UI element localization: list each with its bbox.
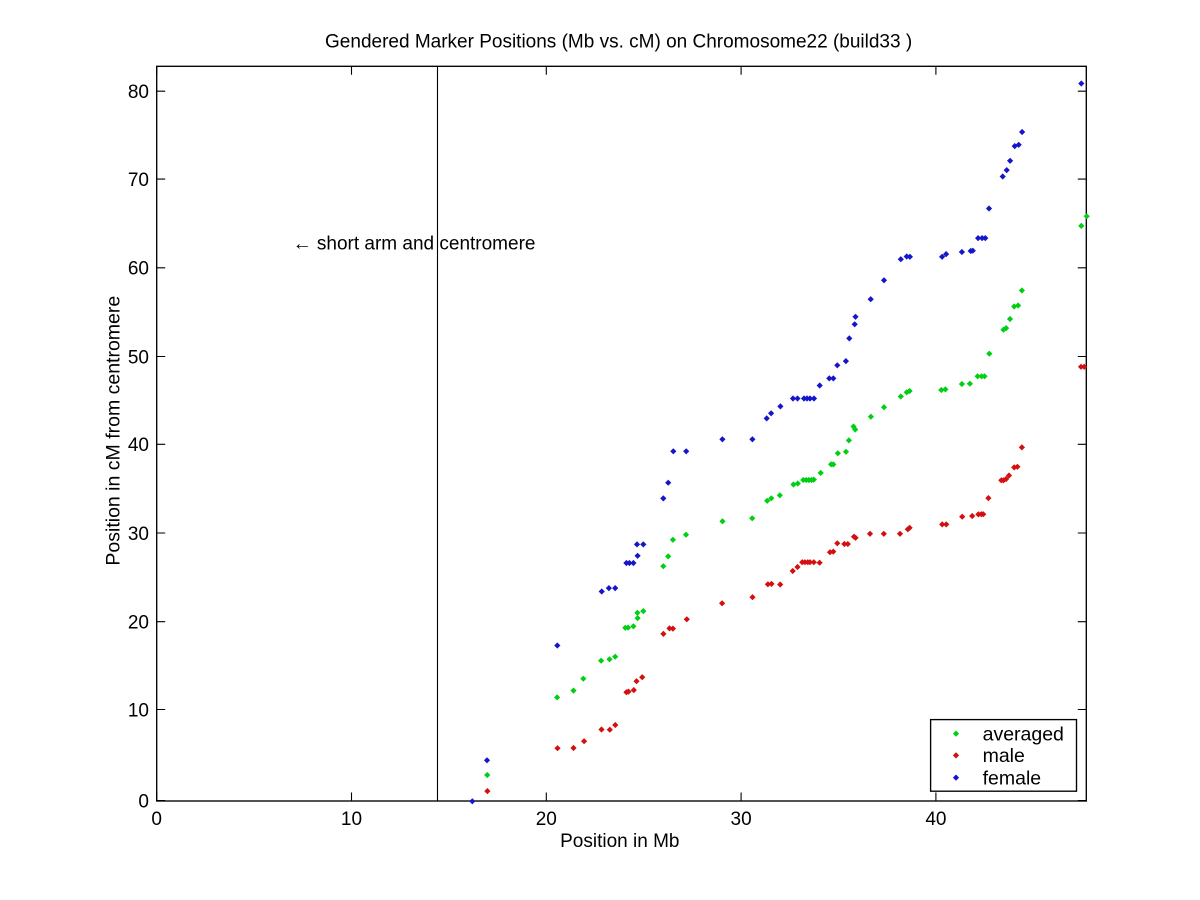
svg-text:20: 20	[128, 613, 149, 634]
svg-text:Position in Mb: Position in Mb	[560, 831, 679, 852]
svg-text:50: 50	[128, 347, 149, 368]
svg-text:30: 30	[731, 809, 752, 830]
svg-text:averaged: averaged	[983, 723, 1064, 745]
svg-text:40: 40	[128, 435, 149, 456]
svg-text:Gendered Marker Positions (Mb: Gendered Marker Positions (Mb vs. cM) on…	[325, 32, 912, 53]
svg-text:0: 0	[151, 809, 162, 830]
svg-text:10: 10	[128, 700, 149, 721]
svg-text:female: female	[983, 767, 1042, 789]
svg-text:20: 20	[536, 809, 557, 830]
svg-text:80: 80	[128, 82, 149, 103]
svg-text:← short arm and centromere: ← short arm and centromere	[293, 234, 536, 255]
svg-text:10: 10	[341, 809, 362, 830]
svg-text:Position in cM from centromere: Position in cM from centromere	[102, 296, 124, 566]
svg-text:60: 60	[128, 259, 149, 280]
svg-text:0: 0	[138, 791, 149, 812]
svg-text:40: 40	[925, 809, 946, 830]
svg-text:30: 30	[128, 524, 149, 545]
svg-text:male: male	[983, 745, 1025, 767]
svg-text:70: 70	[128, 170, 149, 191]
